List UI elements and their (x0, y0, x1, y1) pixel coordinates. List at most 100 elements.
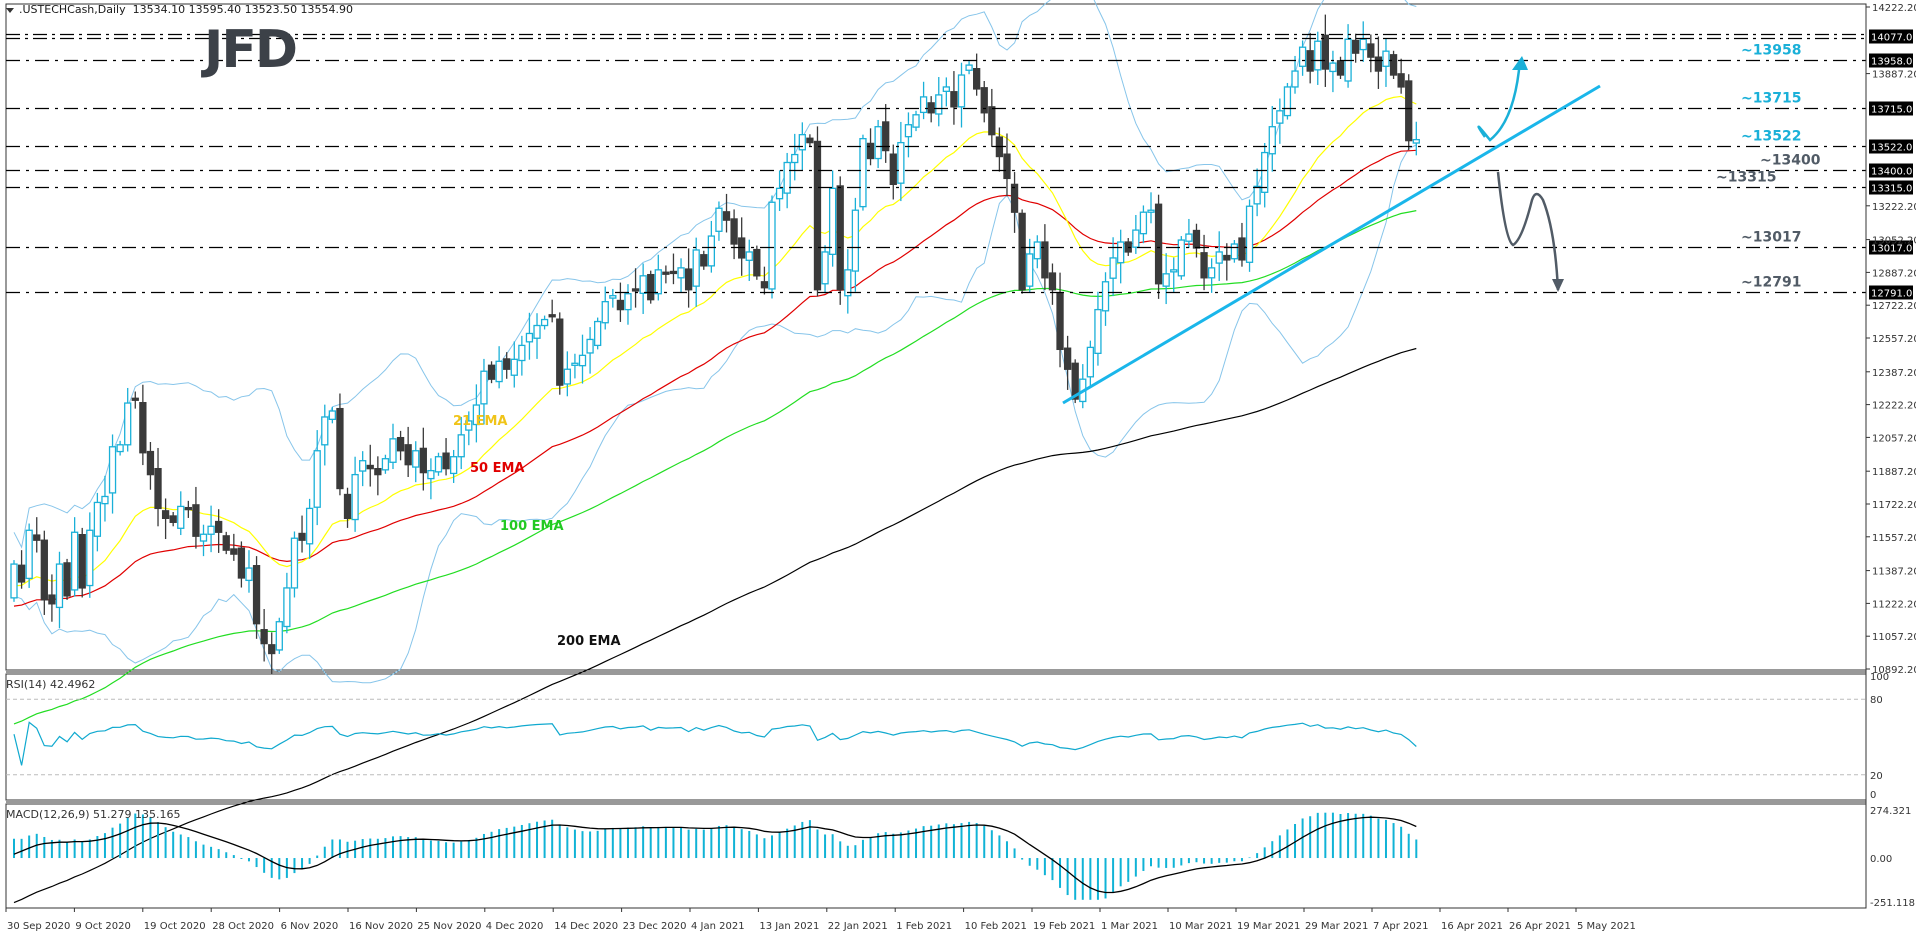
price-tick: 12887.20 (1872, 268, 1916, 279)
axis-price-label: 13522.00 (1871, 143, 1916, 154)
rsi-tick: 20 (1870, 771, 1883, 782)
axis-price-box (1869, 163, 1913, 178)
time-tick: 25 Nov 2020 (417, 921, 481, 932)
time-tick: 16 Apr 2021 (1441, 921, 1503, 932)
time-tick: 23 Dec 2020 (623, 921, 687, 932)
time-tick: 1 Mar 2021 (1101, 921, 1158, 932)
macd-tick: -251.118 (1870, 898, 1915, 909)
time-tick: 6 Nov 2020 (281, 921, 339, 932)
macd-tick: 274.321 (1870, 806, 1911, 817)
bullish-arrowhead-icon (1512, 56, 1528, 70)
price-tick: 13052.20 (1872, 236, 1916, 247)
macd-pane-frame (5, 803, 1867, 909)
rsi-tick: 80 (1870, 695, 1883, 706)
time-tick: 13 Jan 2021 (759, 921, 819, 932)
time-tick: 1 Feb 2021 (896, 921, 952, 932)
axis-price-label: 13017.00 (1871, 244, 1916, 255)
time-tick: 4 Dec 2020 (486, 921, 544, 932)
price-tick: 11722.20 (1872, 500, 1916, 511)
time-tick: 7 Apr 2021 (1373, 921, 1428, 932)
price-tick: 12387.20 (1872, 368, 1916, 379)
axis-price-box (1869, 180, 1913, 195)
macd-histogram (13, 812, 1418, 900)
rsi-line (13, 721, 1417, 766)
price-tick: 11057.20 (1872, 632, 1916, 643)
level-label: ~13400 (1760, 153, 1821, 169)
axis-price-label: 13315.00 (1871, 184, 1916, 195)
level-label: ~13715 (1741, 91, 1801, 107)
level-label: ~13522 (1741, 129, 1801, 145)
ema50-label: 50 EMA (470, 461, 525, 476)
time-tick: 4 Jan 2021 (691, 921, 745, 932)
time-tick: 28 Oct 2020 (212, 921, 274, 932)
price-tick: 12722.20 (1872, 301, 1916, 312)
level-12791[interactable]: ~12791 12791.00 (6, 275, 1916, 300)
bearish-arrow (1496, 171, 1560, 291)
level-13715[interactable]: ~13715 13715.00 (6, 91, 1916, 116)
axis-price-box (1869, 53, 1913, 68)
level-label: ~13315 (1716, 170, 1776, 186)
price-tick: 12557.20 (1872, 334, 1916, 345)
price-tick: 10892.20 (1872, 665, 1916, 676)
price-tick: 12222.20 (1872, 401, 1916, 412)
axis-price-box (1869, 29, 1913, 44)
bullish-arrow (1477, 59, 1522, 142)
macd-tick: 0.00 (1870, 854, 1892, 865)
candles (10, 14, 1420, 675)
rsi-tick: 100 (1870, 672, 1889, 683)
level-14077[interactable]: 14077.00 (6, 29, 1916, 44)
time-tick: 22 Jan 2021 (828, 921, 888, 932)
ema21-label: 21 EMA (453, 414, 508, 429)
rsi-title: RSI(14) 42.4962 (6, 678, 96, 691)
uptrend-line[interactable] (1062, 84, 1601, 405)
rsi-pane-frame (5, 673, 1867, 801)
axis-price-box (1869, 101, 1913, 116)
axis-price-label: 13400.00 (1871, 167, 1916, 178)
price-tick: 13222.20 (1872, 202, 1916, 213)
time-tick: 19 Feb 2021 (1033, 921, 1095, 932)
time-tick: 9 Oct 2020 (75, 921, 130, 932)
level-13315[interactable]: ~13315 13315.00 (6, 170, 1916, 195)
macd-signal-line (13, 816, 1417, 894)
chart-header: .USTECHCash,Daily 13534.10 13595.40 1352… (6, 3, 353, 16)
price-tick: 12057.20 (1872, 433, 1916, 444)
time-tick: 10 Mar 2021 (1169, 921, 1232, 932)
price-tick: 11387.20 (1872, 567, 1916, 578)
axis-price-label: 13715.00 (1871, 105, 1916, 116)
time-tick: 29 Mar 2021 (1305, 921, 1368, 932)
ohlc-values: 13534.10 13595.40 13523.50 13554.90 (132, 3, 354, 16)
price-tick: 11557.20 (1872, 533, 1916, 544)
level-label: ~13017 (1741, 230, 1801, 246)
axis-price-box (1869, 240, 1913, 255)
level-13017[interactable]: ~13017 13017.00 (6, 230, 1916, 255)
dropdown-triangle-icon[interactable] (6, 7, 14, 13)
time-tick: 19 Oct 2020 (144, 921, 206, 932)
ema21-line (13, 95, 1417, 587)
price-tick: 13887.20 (1872, 70, 1916, 81)
axis-price-label: 13958.00 (1871, 57, 1916, 68)
level-13522[interactable]: ~13522 13522.00 (6, 129, 1916, 154)
bearish-arrowhead-icon (1552, 279, 1564, 292)
bollinger-lower (13, 144, 1417, 684)
time-tick: 30 Sep 2020 (7, 921, 70, 932)
axis-price-box (1869, 285, 1913, 300)
time-tick: 5 May 2021 (1577, 921, 1636, 932)
jfd-logo: JFD (204, 20, 298, 80)
price-tick: 11887.20 (1872, 467, 1916, 478)
ema200-line (13, 347, 1417, 904)
level-13400[interactable]: ~13400 13400.00 (6, 153, 1916, 178)
price-tick: 11222.20 (1872, 599, 1916, 610)
symbol-label: .USTECHCash,Daily (19, 3, 126, 16)
level-label: ~12791 (1741, 275, 1801, 291)
macd-title: MACD(12,26,9) 51.279 135.165 (6, 808, 181, 821)
level-label: ~13958 (1741, 43, 1801, 59)
bollinger-upper (13, 0, 1417, 549)
level-13958[interactable]: ~13958 13958.00 (6, 43, 1916, 68)
time-tick: 26 Apr 2021 (1509, 921, 1571, 932)
ema100-label: 100 EMA (500, 519, 564, 534)
price-tick: 14222.20 (1872, 3, 1916, 14)
time-tick: 16 Nov 2020 (349, 921, 413, 932)
time-tick: 19 Mar 2021 (1237, 921, 1300, 932)
